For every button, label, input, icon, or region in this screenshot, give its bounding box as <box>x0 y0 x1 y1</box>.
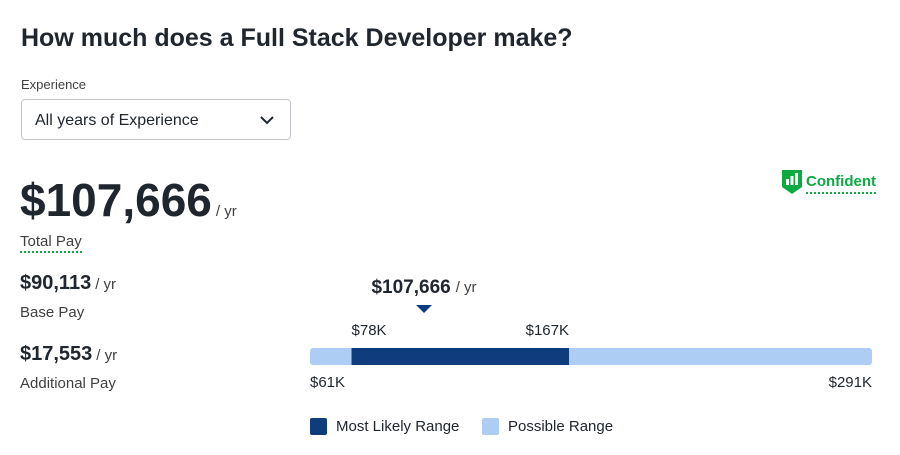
unit: / yr <box>95 276 117 293</box>
unit: / yr <box>215 203 237 220</box>
unit: / yr <box>96 347 118 364</box>
total-pay: $107,666/ yr <box>20 173 237 227</box>
additional-pay: $17,553/ yr <box>20 343 117 366</box>
total-pay-label[interactable]: Total Pay <box>20 233 82 253</box>
confidence-badge[interactable]: Confident <box>781 169 876 195</box>
additional-pay-label: Additional Pay <box>20 375 116 392</box>
base-pay-label: Base Pay <box>20 304 85 321</box>
chevron-icon <box>260 116 274 125</box>
median-marker <box>416 305 433 313</box>
base-pay: $90,113/ yr <box>20 272 116 295</box>
low-label: $78K <box>352 322 387 339</box>
filter-label: Experience <box>21 77 87 92</box>
base-amount: $90,113 <box>20 272 92 294</box>
additional-amount: $17,553 <box>20 343 93 365</box>
legend-label: Possible Range <box>508 418 613 435</box>
max-label: $291K <box>829 374 872 391</box>
confidence-label: Confident <box>806 173 876 195</box>
page-title: How much does a Full Stack Developer mak… <box>21 24 573 52</box>
experience-dropdown[interactable]: All years of Experience <box>21 99 291 140</box>
confidence-icon <box>782 170 802 194</box>
legend-swatch <box>310 418 327 435</box>
median-label: $107,666 / yr <box>371 277 476 298</box>
min-label: $61K <box>310 374 345 391</box>
legend-swatch <box>482 418 499 435</box>
total-amount: $107,666 <box>20 174 212 226</box>
likely-range-bar <box>351 348 570 365</box>
unit: / yr <box>456 279 477 296</box>
median-amount: $107,666 <box>371 277 450 298</box>
legend-label: Most Likely Range <box>336 418 459 435</box>
high-label: $167K <box>526 322 569 339</box>
dropdown-value: All years of Experience <box>35 112 199 129</box>
